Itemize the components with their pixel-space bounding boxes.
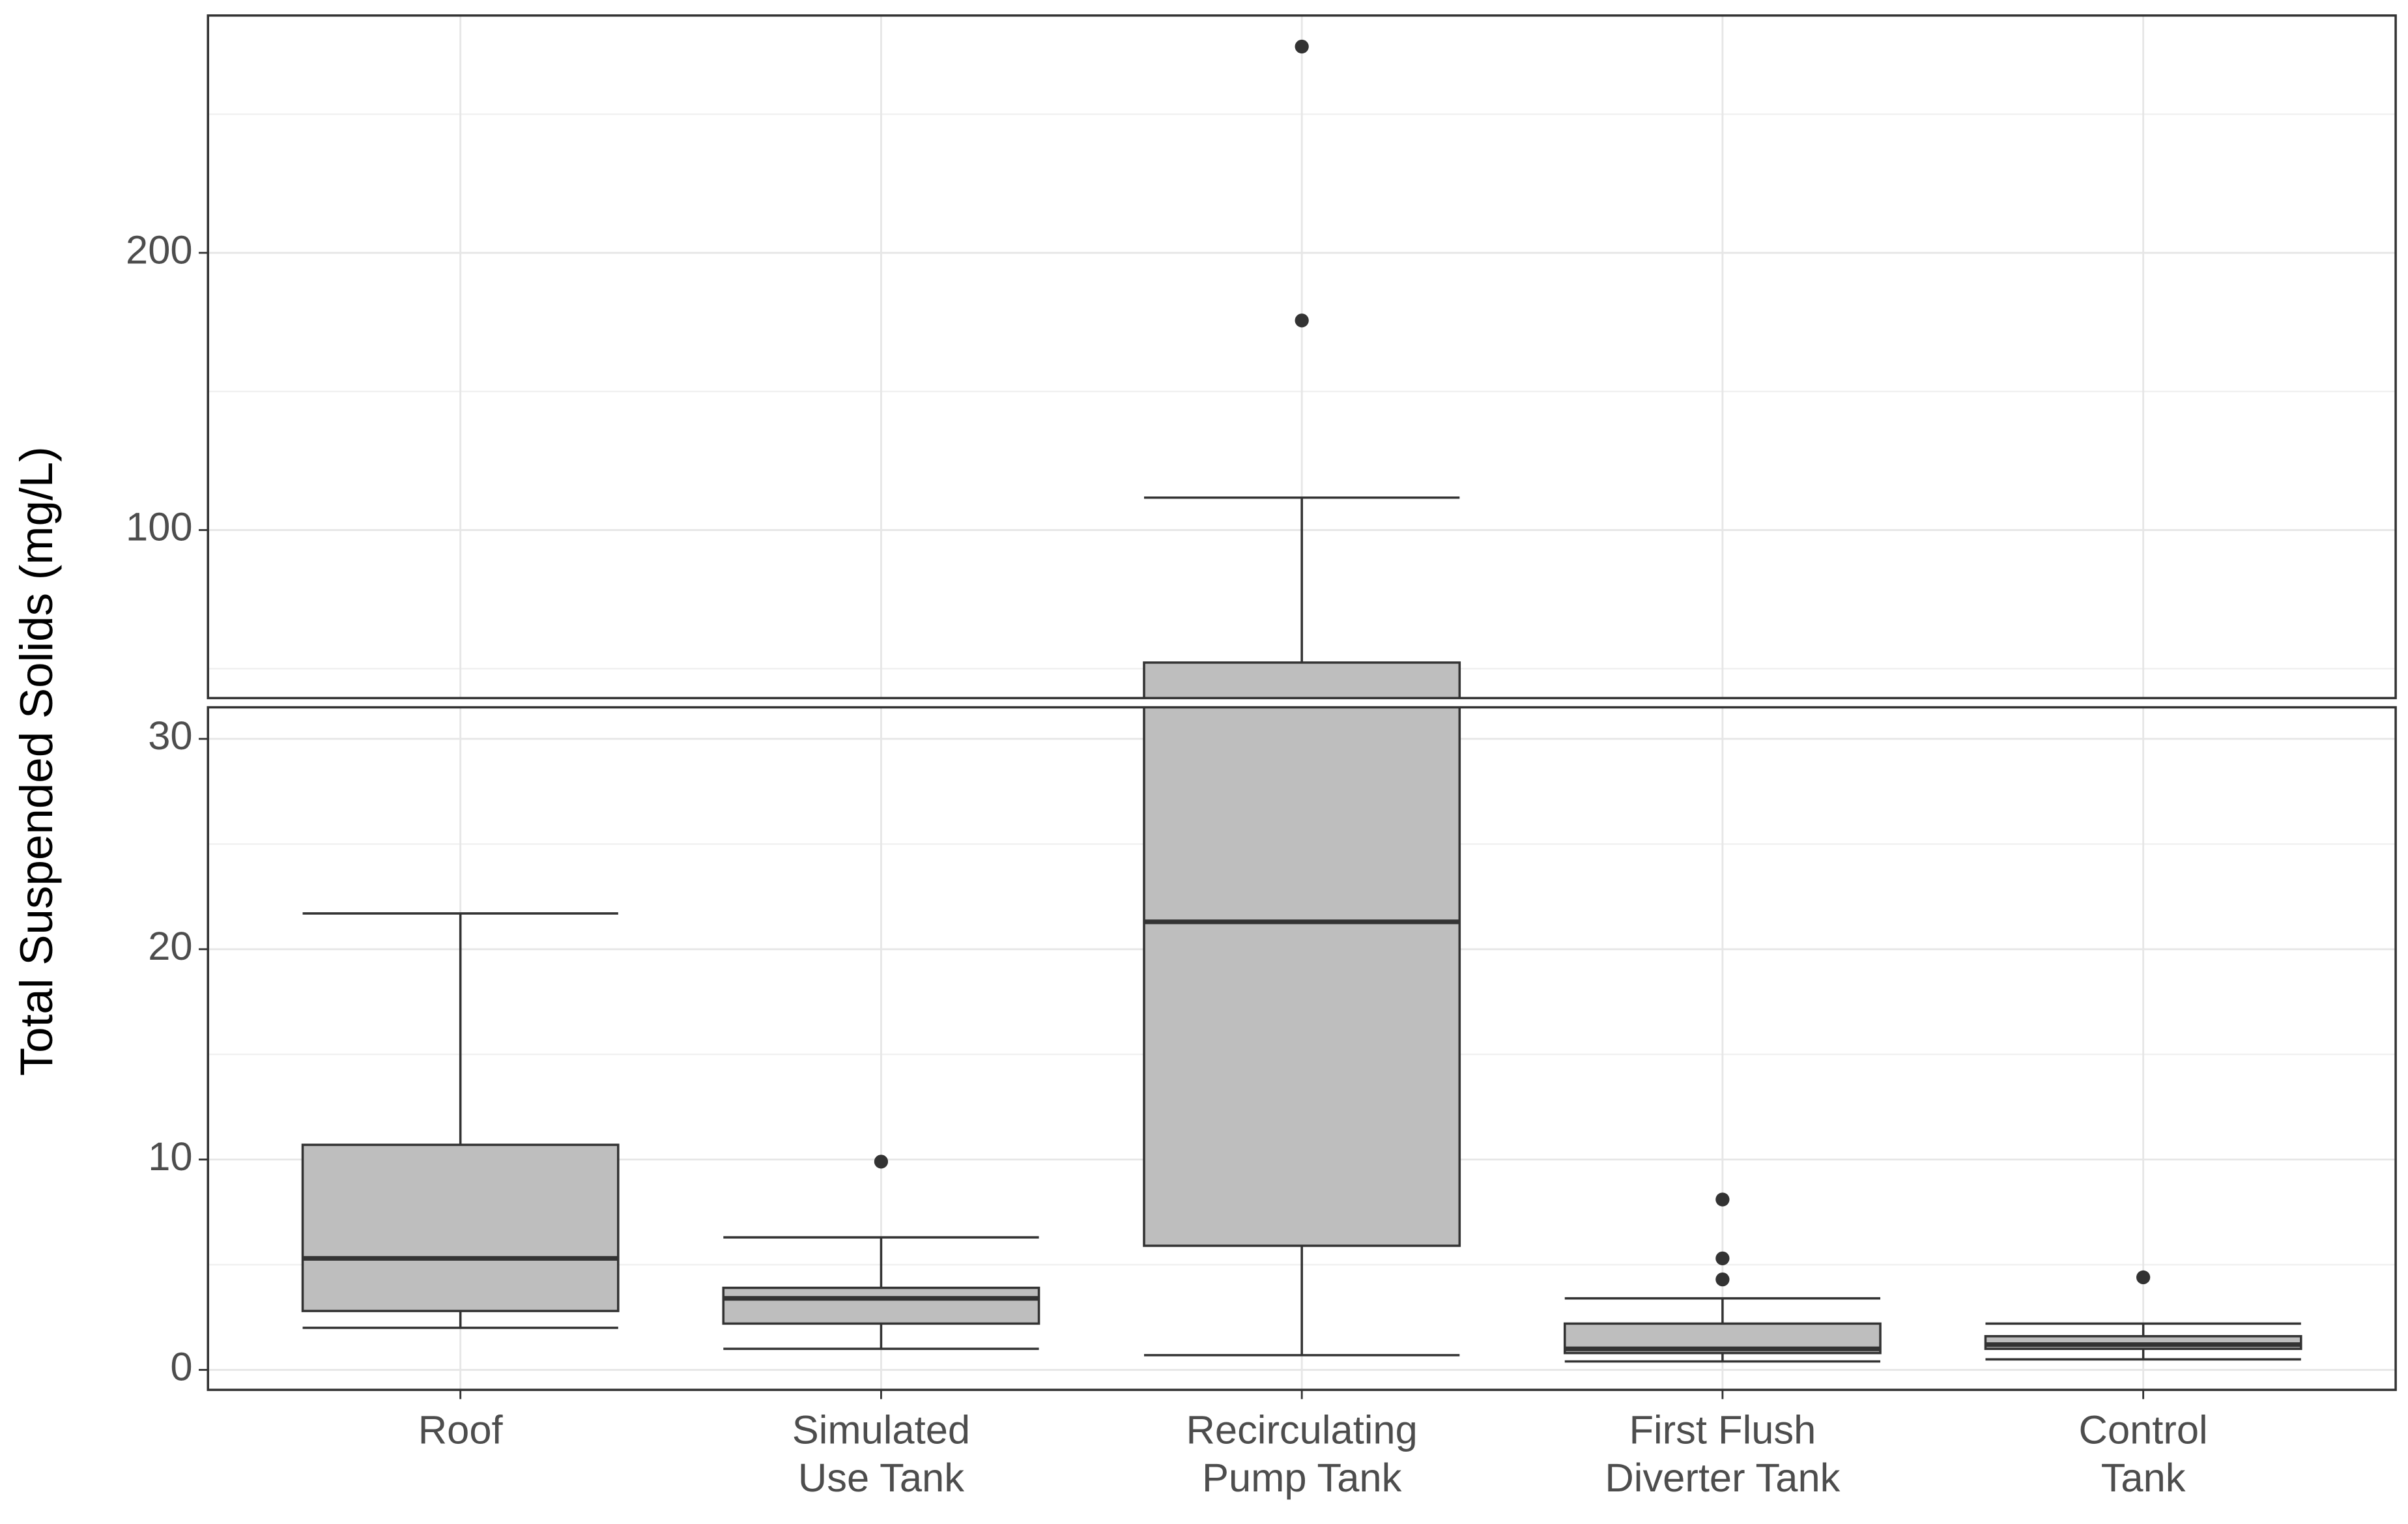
y-tick-label: 10 — [148, 1134, 192, 1179]
x-tick-label: First Flush Diverter Tank — [1605, 1408, 1840, 1501]
x-tick-label: Recirculating Pump Tank — [1186, 1408, 1418, 1501]
box — [1143, 707, 1461, 1247]
outlier — [2136, 1270, 2151, 1285]
box — [301, 1143, 620, 1312]
x-tick-label: Control Tank — [2079, 1408, 2208, 1501]
y-tick-label: 0 — [170, 1345, 192, 1390]
y-axis-title: Total Suspended Solids (mg/L) — [11, 446, 63, 1076]
outlier — [1295, 39, 1309, 54]
outlier — [1715, 1272, 1730, 1287]
outlier — [874, 1155, 889, 1169]
y-tick-label: 30 — [148, 713, 192, 758]
y-tick-label: 100 — [126, 505, 193, 550]
y-tick-label: 20 — [148, 924, 192, 969]
y-tick-label: 200 — [126, 227, 193, 272]
panel — [208, 15, 2396, 698]
box — [1143, 661, 1461, 698]
outlier — [1715, 1192, 1730, 1207]
x-tick-label: Roof — [418, 1408, 504, 1453]
outlier — [1295, 313, 1309, 328]
x-tick-label: Simulated Use Tank — [792, 1408, 970, 1501]
box — [722, 1286, 1040, 1325]
panel-border — [207, 14, 2397, 700]
panel — [208, 707, 2396, 1390]
panel-border — [207, 706, 2397, 1391]
outlier — [1715, 1251, 1730, 1265]
